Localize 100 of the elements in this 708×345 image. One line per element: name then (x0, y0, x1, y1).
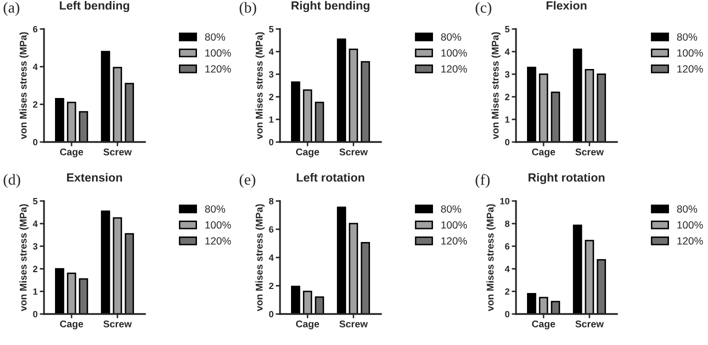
y-tick-label: 0 (269, 310, 274, 318)
y-axis-title: von Mises stress (MPa) (20, 32, 29, 140)
y-tick-label: 5 (269, 26, 274, 32)
bar (336, 206, 346, 314)
legend-label: 100% (441, 49, 467, 57)
x-tick-label: Screw (339, 148, 368, 156)
y-tick-label: 2 (269, 94, 274, 100)
y-tick-label: 5 (33, 198, 38, 204)
bar (550, 92, 560, 142)
bar (124, 233, 134, 314)
y-tick-label: 3 (504, 71, 510, 78)
x-tick-label: Cage (60, 148, 84, 158)
legend-label: 120% (677, 237, 703, 245)
x-tick-label: Cage (296, 320, 320, 330)
y-tick-label: 1 (269, 116, 274, 123)
text: (a) (4, 2, 20, 16)
chart-title: Right bending (292, 1, 370, 12)
text: (b) (240, 2, 256, 16)
y-tick-label: 3 (268, 71, 274, 78)
bar (527, 292, 536, 314)
y-tick-label: 0 (269, 138, 274, 146)
x-tick-label: Cage (296, 148, 320, 158)
legend-label: 80% (205, 33, 226, 41)
legend-label: 120% (441, 65, 467, 73)
chart-title: Left bending (60, 1, 130, 12)
y-axis-title: von Mises stress (MPa) (20, 204, 29, 312)
bar (66, 272, 76, 314)
bar (348, 48, 358, 142)
bar (302, 89, 312, 142)
y-tick-label: 0 (505, 310, 510, 318)
y-tick-label: 4 (32, 64, 38, 70)
legend-label: 80% (205, 205, 226, 213)
y-tick-label: 10 (500, 198, 510, 204)
y-tick-label: 1 (505, 116, 510, 123)
bar (584, 68, 594, 142)
legend-label: 80% (677, 33, 698, 41)
y-tick-label: 8 (269, 198, 274, 204)
bar (572, 48, 582, 142)
y-axis-title: von Mises stress (MPa) (492, 32, 501, 140)
x-tick-label: Screw (103, 320, 132, 328)
legend-label: 100% (677, 221, 703, 229)
y-tick-label: 4 (268, 254, 274, 261)
bar (550, 300, 560, 314)
bar (302, 290, 312, 314)
y-tick-label: 4 (504, 48, 510, 55)
y-tick-label: 4 (504, 266, 510, 272)
bar (100, 210, 110, 314)
legend-label: 80% (441, 33, 462, 41)
y-tick-label: 4 (32, 220, 38, 227)
bar (66, 102, 76, 142)
y-tick-label: 4 (268, 48, 274, 55)
text: (f) (476, 174, 490, 188)
bar (112, 66, 122, 142)
legend-label: 100% (205, 221, 231, 229)
legend-label: 120% (441, 237, 467, 245)
text: (d) (4, 174, 20, 188)
x-tick-label: Cage (532, 320, 556, 330)
legend-label: 100% (677, 49, 703, 57)
y-tick-label: 5 (505, 26, 510, 32)
bar (100, 50, 110, 142)
y-tick-label: 2 (505, 288, 510, 295)
legend-label: 100% (441, 221, 467, 229)
chart-title: Flexion (546, 1, 586, 10)
chart-title: Left rotation (296, 173, 364, 182)
bar (360, 61, 370, 142)
legend-label: 120% (677, 65, 703, 73)
y-tick-label: 8 (505, 220, 510, 227)
bar (527, 66, 536, 142)
legend-label: 80% (441, 205, 462, 213)
y-tick-label: 6 (269, 226, 274, 233)
x-tick-label: Screw (103, 148, 132, 156)
bar (348, 222, 358, 314)
bar (538, 296, 548, 314)
y-tick-label: 3 (32, 243, 38, 250)
bar (336, 38, 346, 142)
bar (78, 111, 88, 142)
y-axis-title: von Mises stress (MPa) (256, 32, 265, 140)
y-tick-label: 1 (33, 288, 38, 295)
y-tick-label: 2 (33, 101, 38, 108)
y-tick-label: 6 (505, 243, 510, 250)
x-tick-label: Cage (532, 148, 556, 158)
bar (538, 74, 548, 142)
chart-title: Extension (67, 173, 122, 182)
text: (c) (476, 2, 492, 16)
y-tick-label: 0 (33, 138, 38, 146)
bar (112, 217, 122, 314)
legend-label: 80% (677, 205, 698, 213)
y-axis-title: von Mises stress (MPa) (256, 204, 265, 312)
x-tick-label: Cage (60, 320, 84, 330)
x-tick-label: Screw (339, 320, 368, 328)
text: (e) (240, 174, 256, 188)
bar (124, 82, 134, 142)
y-tick-label: 0 (505, 138, 510, 146)
bar (596, 74, 606, 142)
y-tick-label: 0 (33, 310, 38, 318)
bar (596, 259, 606, 314)
y-axis-title: von Mises stress (MPa) (486, 204, 496, 312)
chart-title: Right rotation (528, 173, 604, 184)
bar (584, 240, 594, 314)
legend-label: 120% (205, 237, 231, 245)
